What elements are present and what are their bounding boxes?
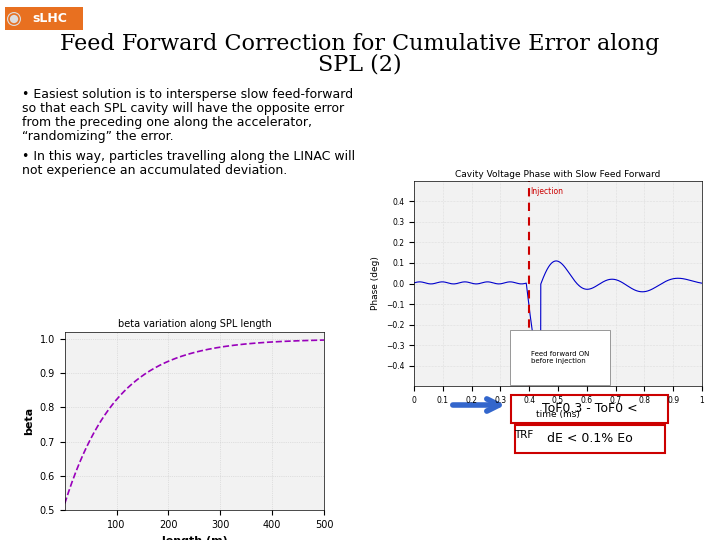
Text: • In this way, particles travelling along the LINAC will: • In this way, particles travelling alon…: [22, 150, 355, 163]
Text: SPL (2): SPL (2): [318, 54, 402, 76]
Text: from the preceding one along the accelerator,: from the preceding one along the acceler…: [22, 116, 312, 129]
Text: not experience an accumulated deviation.: not experience an accumulated deviation.: [22, 164, 287, 177]
Text: sLHC: sLHC: [32, 12, 68, 25]
Text: dE < 0.1% Eo: dE < 0.1% Eo: [547, 433, 633, 446]
Y-axis label: beta: beta: [24, 407, 34, 435]
FancyBboxPatch shape: [5, 7, 83, 30]
Text: so that each SPL cavity will have the opposite error: so that each SPL cavity will have the op…: [22, 102, 344, 115]
Text: Injection: Injection: [531, 187, 564, 196]
Text: TRF: TRF: [514, 430, 534, 440]
Circle shape: [7, 12, 21, 26]
Text: Feed forward ON
before injection: Feed forward ON before injection: [531, 351, 589, 364]
X-axis label: length (m): length (m): [161, 536, 228, 540]
FancyBboxPatch shape: [511, 395, 668, 423]
FancyBboxPatch shape: [515, 425, 665, 453]
Text: • Easiest solution is to intersperse slow feed-forward: • Easiest solution is to intersperse slo…: [22, 88, 353, 101]
Text: ToF0.3 - ToF0 <: ToF0.3 - ToF0 <: [541, 402, 637, 415]
X-axis label: time (ms): time (ms): [536, 410, 580, 420]
Y-axis label: Phase (deg): Phase (deg): [372, 256, 380, 310]
Text: Feed Forward Correction for Cumulative Error along: Feed Forward Correction for Cumulative E…: [60, 33, 660, 55]
Text: “randomizing” the error.: “randomizing” the error.: [22, 130, 174, 143]
Title: beta variation along SPL length: beta variation along SPL length: [117, 319, 271, 328]
Title: Cavity Voltage Phase with Slow Feed Forward: Cavity Voltage Phase with Slow Feed Forw…: [455, 170, 661, 179]
